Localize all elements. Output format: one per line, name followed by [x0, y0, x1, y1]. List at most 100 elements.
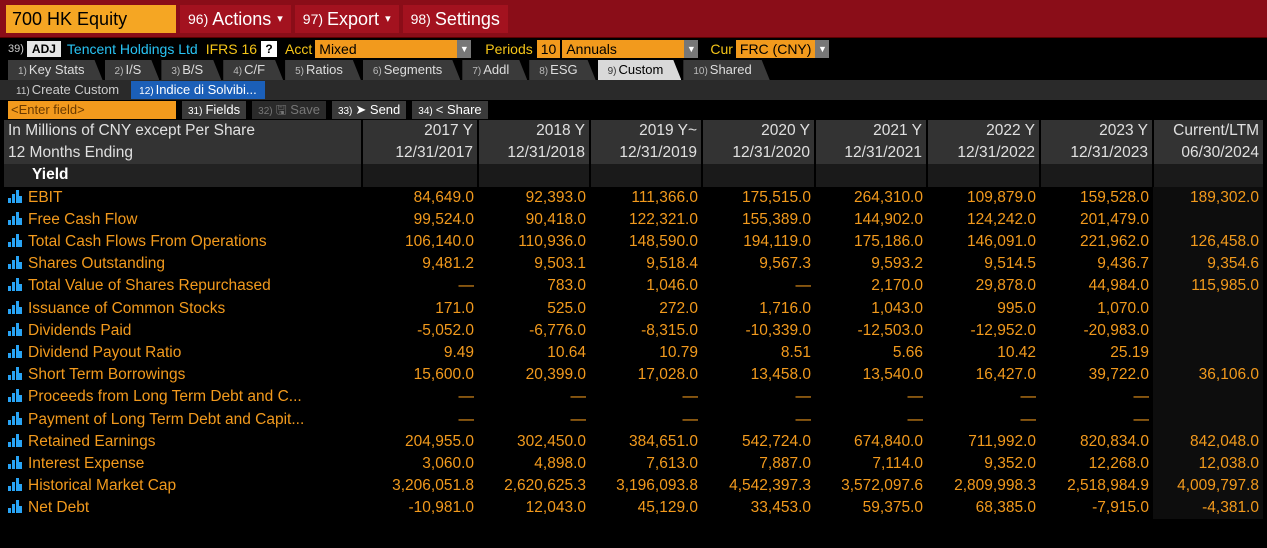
table-cell[interactable]: 110,936.0 [518, 233, 586, 251]
table-cell[interactable]: — [1020, 388, 1037, 406]
column-header[interactable]: 2021 Y [814, 120, 927, 143]
column-header[interactable]: Current/LTM [1152, 120, 1263, 143]
row-label[interactable]: Total Value of Shares Repurchased [4, 275, 362, 297]
save-button[interactable]: 32) 🖫 Save [252, 101, 326, 119]
table-cell[interactable]: 155,389.0 [742, 210, 811, 228]
bar-chart-icon[interactable] [8, 234, 22, 248]
table-cell[interactable]: 9,354.6 [1153, 253, 1263, 276]
table-cell[interactable]: 9,518.4 [646, 255, 698, 273]
table-cell[interactable]: — [907, 410, 924, 428]
table-cell[interactable]: 175,186.0 [854, 233, 923, 251]
bar-chart-icon[interactable] [8, 256, 22, 270]
bar-chart-icon[interactable] [8, 389, 22, 403]
table-cell[interactable]: 1,070.0 [1097, 299, 1149, 317]
table-cell[interactable]: 84,649.0 [413, 188, 474, 206]
table-cell[interactable]: 7,114.0 [872, 454, 923, 472]
bar-chart-icon[interactable] [8, 433, 22, 447]
table-cell[interactable]: 45,129.0 [637, 499, 698, 517]
table-cell[interactable]: 12,268.0 [1088, 454, 1149, 472]
table-cell[interactable]: 68,385.0 [975, 499, 1036, 517]
table-cell[interactable]: 111,366.0 [631, 188, 698, 206]
table-cell[interactable]: 9,352.0 [984, 454, 1036, 472]
actions-menu[interactable]: 96) Actions ▾ [180, 4, 291, 33]
table-cell[interactable]: 2,620,625.3 [504, 477, 586, 495]
table-cell[interactable]: 39,722.0 [1088, 366, 1149, 384]
ticker-field[interactable]: 700 HK Equity [6, 4, 176, 33]
fields-button[interactable]: 31) Fields [182, 101, 247, 119]
periods-count-field[interactable]: 10 [536, 40, 561, 58]
table-cell[interactable]: — [570, 410, 587, 428]
row-label[interactable]: Retained Earnings [4, 431, 362, 453]
table-cell[interactable]: 3,572,097.6 [841, 477, 923, 495]
table-cell[interactable]: — [1133, 388, 1150, 406]
row-label[interactable]: Dividend Payout Ratio [4, 342, 362, 364]
send-button[interactable]: 33) ➤ Send [331, 101, 407, 119]
table-cell[interactable]: 7,887.0 [759, 454, 811, 472]
bar-chart-icon[interactable] [8, 278, 22, 292]
table-cell[interactable]: — [795, 410, 812, 428]
table-cell[interactable]: 4,009,797.8 [1153, 475, 1263, 498]
row-label[interactable]: Payment of Long Term Debt and Capit... [4, 408, 362, 430]
table-cell[interactable]: — [907, 388, 924, 406]
table-cell[interactable]: 264,310.0 [854, 188, 923, 206]
table-cell[interactable]: 9.49 [443, 343, 474, 361]
table-cell[interactable]: -10,981.0 [408, 499, 475, 517]
row-label[interactable]: Issuance of Common Stocks [4, 298, 362, 320]
table-cell[interactable]: 3,206,051.8 [392, 477, 474, 495]
acct-dropdown[interactable]: Mixed [315, 40, 458, 58]
table-cell[interactable]: — [682, 388, 699, 406]
bar-chart-icon[interactable] [8, 478, 22, 492]
table-cell[interactable]: 16,427.0 [975, 366, 1036, 384]
column-header[interactable]: 2018 Y [477, 120, 590, 143]
table-cell[interactable]: -10,339.0 [745, 321, 812, 339]
table-cell[interactable]: 13,540.0 [862, 366, 923, 384]
tab-cash-flow[interactable]: 4) C/F [223, 60, 283, 80]
tab-indice-di-solvibilita[interactable]: 12) Indice di Solvibi... [131, 81, 265, 99]
bar-chart-icon[interactable] [8, 367, 22, 381]
table-cell[interactable]: 12,043.0 [525, 499, 586, 517]
enter-field-input[interactable]: <Enter field> [8, 101, 176, 119]
column-header[interactable]: 2020 Y [701, 120, 815, 143]
row-label[interactable]: Free Cash Flow [4, 209, 362, 231]
table-cell[interactable]: 3,196,093.8 [616, 477, 698, 495]
tab-create-custom[interactable]: 11) Create Custom [16, 82, 120, 97]
table-cell[interactable]: 159,528.0 [1080, 188, 1149, 206]
tab-segments[interactable]: 6) Segments [363, 60, 460, 80]
row-label[interactable]: EBIT [4, 187, 362, 209]
table-cell[interactable]: — [1020, 410, 1037, 428]
column-header[interactable]: 06/30/2024 [1152, 142, 1263, 165]
tab-balance-sheet[interactable]: 3) B/S [161, 60, 221, 80]
table-cell[interactable]: 9,481.2 [422, 255, 474, 273]
table-cell[interactable]: — [682, 410, 699, 428]
table-cell[interactable]: -4,381.0 [1153, 497, 1263, 520]
table-cell[interactable]: 15,600.0 [413, 366, 474, 384]
table-cell[interactable]: 2,809,998.3 [954, 477, 1036, 495]
table-cell[interactable]: 189,302.0 [1153, 186, 1263, 209]
table-cell[interactable]: — [795, 388, 812, 406]
table-cell[interactable]: 1,043.0 [871, 299, 923, 317]
row-label[interactable]: Proceeds from Long Term Debt and C... [4, 386, 362, 408]
table-cell[interactable]: 10.79 [659, 343, 698, 361]
table-cell[interactable]: 59,375.0 [862, 499, 923, 517]
table-cell[interactable]: 146,091.0 [967, 233, 1036, 251]
table-cell[interactable]: 9,567.3 [759, 255, 811, 273]
tab-addl[interactable]: 7) Addl [462, 60, 527, 80]
table-cell[interactable]: -12,952.0 [970, 321, 1037, 339]
table-cell[interactable]: 4,898.0 [534, 454, 586, 472]
bar-chart-icon[interactable] [8, 322, 22, 336]
table-cell[interactable]: 13,458.0 [750, 366, 811, 384]
export-menu[interactable]: 97) Export ▾ [294, 4, 399, 33]
column-header[interactable]: 2019 Y~ [589, 120, 702, 143]
table-cell[interactable]: 272.0 [659, 299, 698, 317]
table-cell[interactable]: 29,878.0 [975, 277, 1036, 295]
table-cell[interactable]: 995.0 [997, 299, 1036, 317]
table-cell[interactable]: — [1133, 410, 1150, 428]
chevron-down-icon[interactable]: ▼ [684, 40, 699, 58]
adj-button[interactable]: ADJ [26, 41, 61, 57]
table-cell[interactable]: 25.19 [1110, 343, 1149, 361]
bar-chart-icon[interactable] [8, 500, 22, 514]
currency-dropdown[interactable]: FRC (CNY) [735, 40, 816, 58]
table-cell[interactable]: 783.0 [547, 277, 586, 295]
table-cell[interactable]: 1,046.0 [646, 277, 698, 295]
table-cell[interactable]: 9,503.1 [534, 255, 586, 273]
